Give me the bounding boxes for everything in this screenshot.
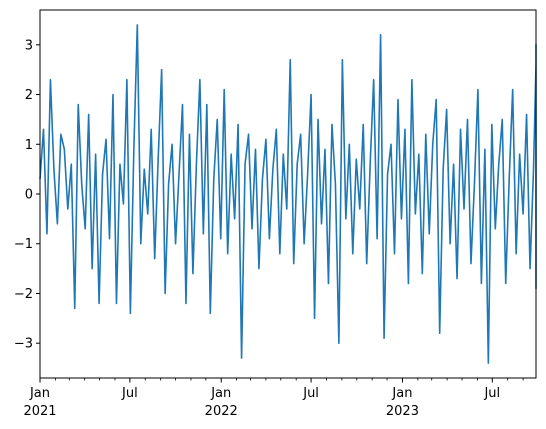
x-tick-label: Jan — [391, 386, 412, 401]
x-tick-label: Jul — [121, 386, 138, 401]
y-tick-label: −1 — [14, 237, 33, 252]
x-tick-year-label: 2022 — [205, 404, 238, 419]
x-tick-year-label: 2023 — [386, 404, 419, 419]
series-line — [39, 24, 537, 364]
x-tick-year-label: 2021 — [23, 404, 56, 419]
axes-frame — [39, 9, 537, 379]
y-tick-label: 3 — [25, 38, 33, 53]
y-tick-label: 2 — [25, 88, 33, 103]
x-tick-label: Jul — [302, 386, 319, 401]
x-tick-label: Jul — [483, 386, 500, 401]
y-axis-ticks: −3 −2 −1 0 1 2 3 — [14, 38, 40, 352]
x-tick-label: Jan — [29, 386, 50, 401]
y-tick-label: 1 — [25, 138, 33, 153]
x-axis-ticks: Jan 2021 Jul Jan 2022 Jul Jan 2023 Jul — [23, 378, 524, 419]
x-tick-label: Jan — [210, 386, 231, 401]
y-tick-label: −3 — [14, 337, 33, 352]
y-tick-label: −2 — [14, 287, 33, 302]
y-tick-label: 0 — [25, 188, 33, 203]
